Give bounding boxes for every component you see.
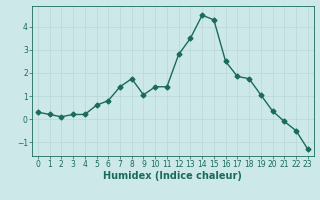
X-axis label: Humidex (Indice chaleur): Humidex (Indice chaleur) (103, 171, 242, 181)
